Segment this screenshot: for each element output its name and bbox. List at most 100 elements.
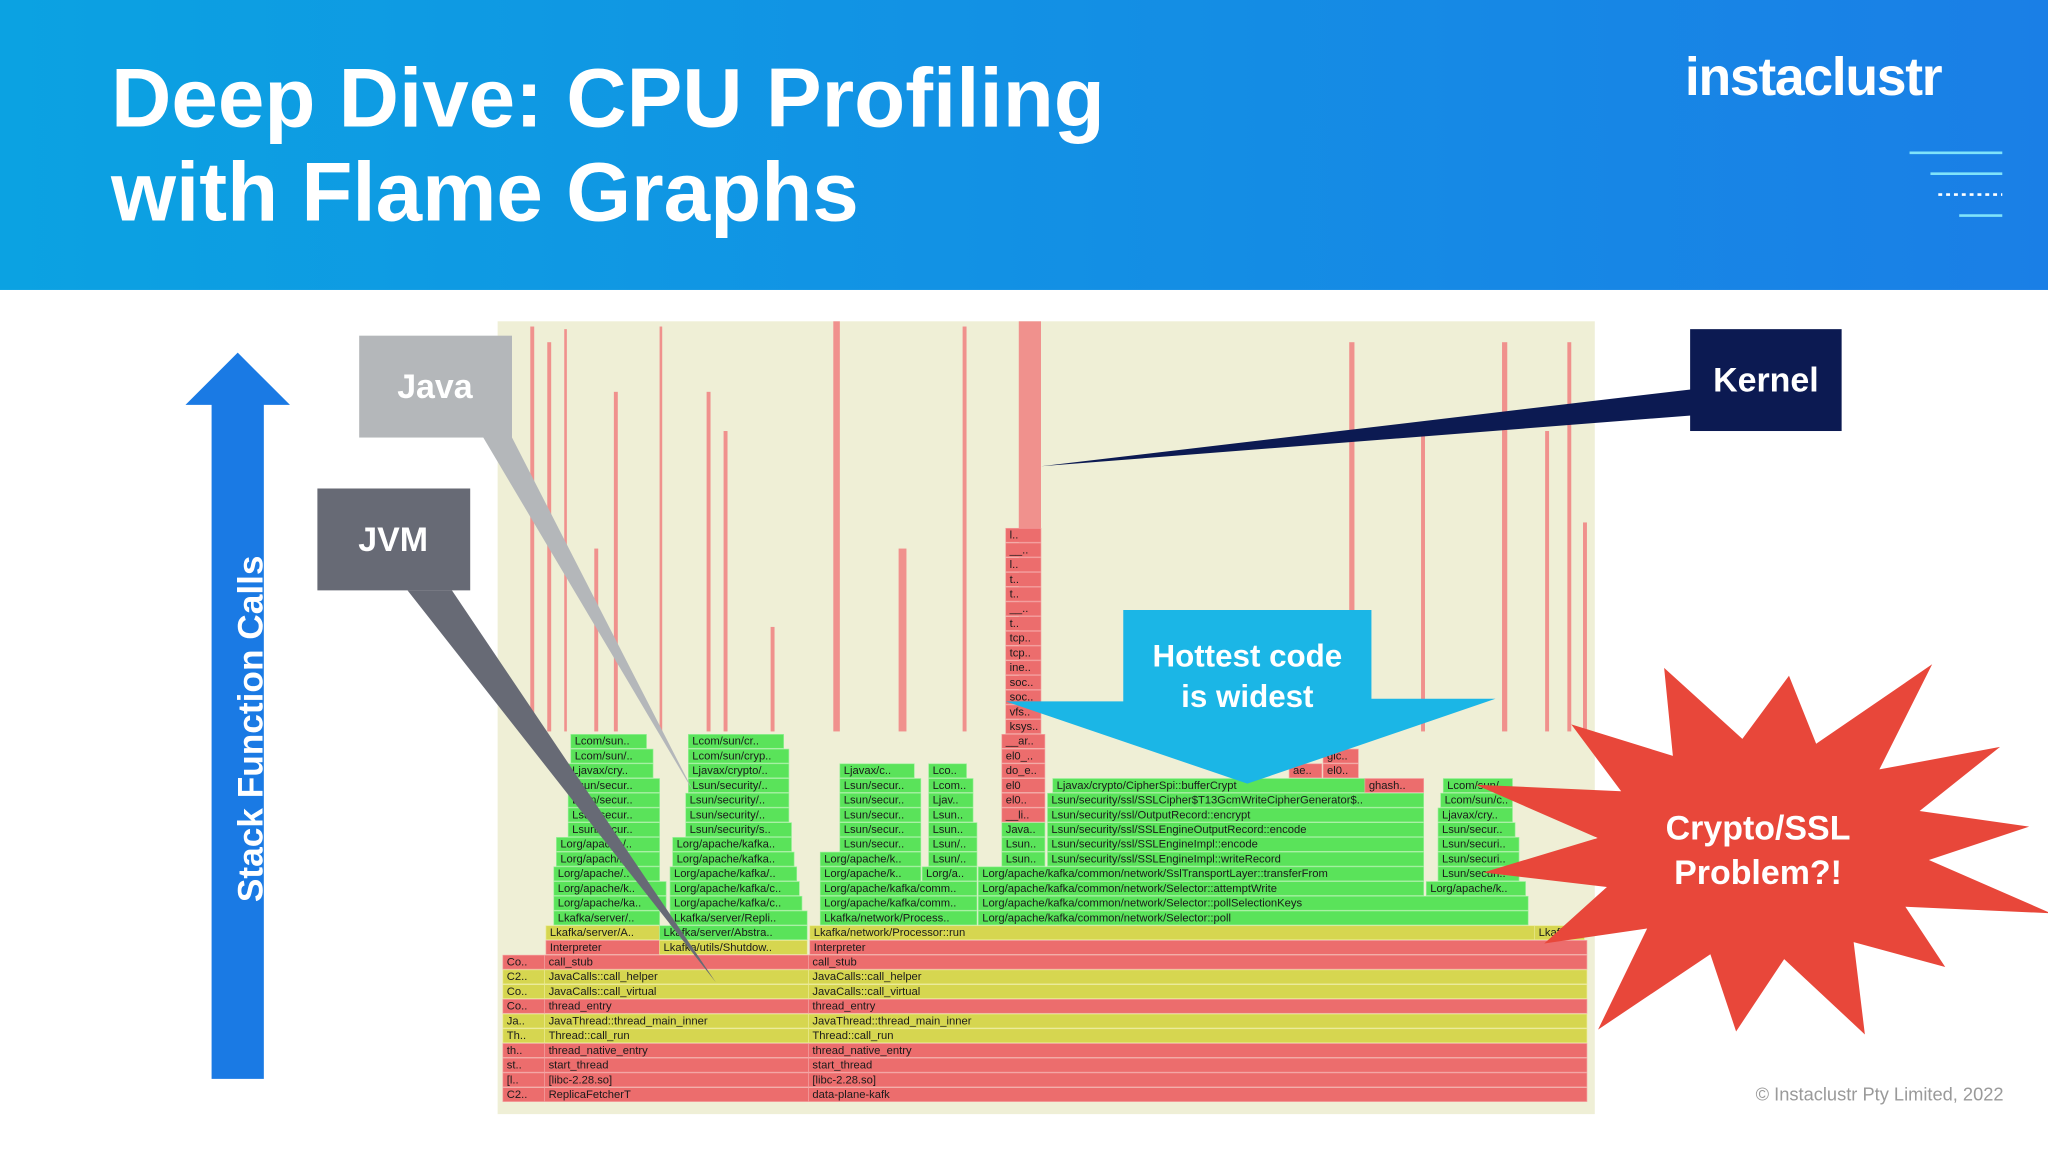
flame-frame-label: tcp.. (1010, 633, 1031, 645)
flame-frame (1005, 557, 1042, 572)
flame-frame-label: Lsun.. (933, 824, 964, 836)
flame-frame (921, 866, 978, 882)
flame-frame (1005, 660, 1042, 676)
flame-spike (613, 391, 618, 732)
flame-frame (553, 910, 660, 926)
flame-frame-label: Lorg/apache/kafka/c.. (674, 883, 781, 895)
flame-frame-label: Co.. (507, 1001, 528, 1013)
flame-frame (1005, 586, 1042, 602)
flame-frame-label: call_stub (549, 956, 593, 968)
flame-frame-label: Lorg/apach/k.. (560, 853, 631, 865)
flame-frame (928, 822, 978, 837)
flame-frame (1425, 881, 1526, 896)
flame-frame-label: Lsun/security/ssl/OutputRecord::encrypt (1051, 809, 1251, 821)
flame-frame-label: el0.. (1327, 765, 1348, 777)
flame-frame-label: Lorg/apache/k.. (824, 853, 901, 865)
flame-frame (1005, 616, 1042, 631)
flame-frame-label: Lorg/apache/kafka/.. (674, 868, 776, 880)
flame-frame (1005, 572, 1042, 587)
copyright: © Instaclustr Pty Limited, 2022 (1756, 1084, 2004, 1105)
flame-frame-label: thread_native_entry (549, 1045, 649, 1057)
flame-frame-label: Lsun/secur.. (844, 795, 905, 807)
flame-frame-label: Lorg/apache/ka.. (558, 898, 642, 910)
flame-frame (1047, 792, 1424, 808)
flame-frame (1001, 837, 1046, 852)
flame-frame (1437, 837, 1520, 852)
flame-frame-label: Ljavax/c.. (844, 765, 891, 777)
flame-frame-label: Lsun/secur.. (844, 809, 905, 821)
flame-frame-label: Lorg/apache/kafka/c.. (674, 898, 781, 910)
flame-frame-label: thread_entry (549, 1001, 612, 1013)
flame-frame (1437, 807, 1513, 823)
flame-frame (808, 969, 1588, 985)
flame-frame (1001, 807, 1046, 823)
flame-frame-label: l.. (1010, 530, 1019, 542)
flame-frame-label: ae.. (1293, 765, 1312, 777)
kernel-label: Kernel (1713, 362, 1819, 400)
flame-frame-label: Interpreter (550, 942, 602, 954)
flame-frame-label: Lsun.. (933, 809, 964, 821)
flame-frame-label: Lcom/sun/cryp.. (692, 750, 771, 762)
flame-frame-label: t.. (1010, 618, 1019, 630)
flame-frame-label: Lsun.. (1006, 853, 1037, 865)
flame-frame (669, 895, 803, 911)
flame-frame-label: Lkafka/server/Repli.. (674, 912, 776, 924)
flame-frame (977, 866, 1424, 882)
flame-frame (1047, 822, 1424, 837)
flame-frame-label: el0 (1006, 780, 1021, 792)
flame-frame-label: [l.. (507, 1074, 519, 1086)
flame-frame-label: ine.. (1010, 662, 1031, 674)
flame-frame (1001, 792, 1046, 808)
hottest-label: Hottest code (1152, 639, 1342, 674)
flame-frame-label: __li.. (1005, 809, 1030, 821)
flame-frame (977, 881, 1424, 896)
flame-frame (808, 1072, 1588, 1088)
flame-frame-label: Lorg/apache/.. (558, 868, 630, 880)
java-pointer (483, 437, 695, 795)
flame-frame (685, 807, 790, 823)
flame-frame-label: Lsun/secur.. (844, 780, 905, 792)
flame-frame-label: Thread::call_run (549, 1030, 630, 1042)
flame-frame (688, 748, 790, 764)
flame-frame (1047, 807, 1424, 823)
flame-frame-label: st.. (507, 1060, 522, 1072)
flame-frame (685, 792, 790, 808)
flame-frame (659, 925, 808, 940)
flame-frame-label: __ar.. (1005, 736, 1034, 748)
flame-graph: C2.. ReplicaFetcherT data-plane-kafk [l.. [l… (502, 321, 1588, 1102)
flame-frame (977, 895, 1529, 911)
flame-frame (819, 866, 922, 882)
flame-frame-label: Lsun/securi.. (1442, 839, 1506, 851)
flame-spike (1567, 342, 1572, 732)
flame-frame (1005, 719, 1042, 734)
flame-frame-label: thread_entry (812, 1001, 875, 1013)
flame-frame-label: ReplicaFetcherT (549, 1089, 631, 1101)
flame-frame-label: C2.. (507, 971, 528, 983)
flame-frame-label: Lorg/apache/kafka/comm.. (824, 898, 956, 910)
flame-frame-label: el0.. (1006, 795, 1027, 807)
header-band (0, 0, 2048, 290)
flame-frame (819, 851, 922, 867)
flame-frame (687, 734, 784, 749)
flame-frame (819, 881, 978, 896)
flame-frame-label: Lsun/security/ssl/SSLEngineImpl::writeRe… (1051, 853, 1280, 865)
crypto-label: Problem?! (1674, 854, 1842, 892)
flame-frame (1047, 851, 1424, 867)
flame-frame (808, 999, 1588, 1014)
flame-frame-label: Lcom/sun.. (575, 736, 630, 748)
flame-frame (928, 851, 978, 867)
flame-frame (819, 895, 978, 911)
flame-frame-label: Lorg/apache/kafka/common/network/Selecto… (982, 912, 1231, 924)
flame-frame-label: Lsun/security/.. (690, 809, 765, 821)
flame-frame (839, 807, 922, 823)
jvm-label: JVM (358, 521, 428, 559)
title-line: with Flame Graphs (110, 145, 859, 239)
java-callout (359, 335, 512, 438)
flame-frame (808, 1087, 1588, 1102)
flame-frame (1364, 778, 1424, 793)
flame-frame (659, 940, 808, 955)
flame-frame-label: Lsun/security/s.. (690, 824, 771, 836)
flame-frame-label: __.. (1009, 603, 1029, 615)
flame-frame-label: start_thread (549, 1060, 609, 1072)
logo: instaclustr (1685, 48, 1943, 107)
